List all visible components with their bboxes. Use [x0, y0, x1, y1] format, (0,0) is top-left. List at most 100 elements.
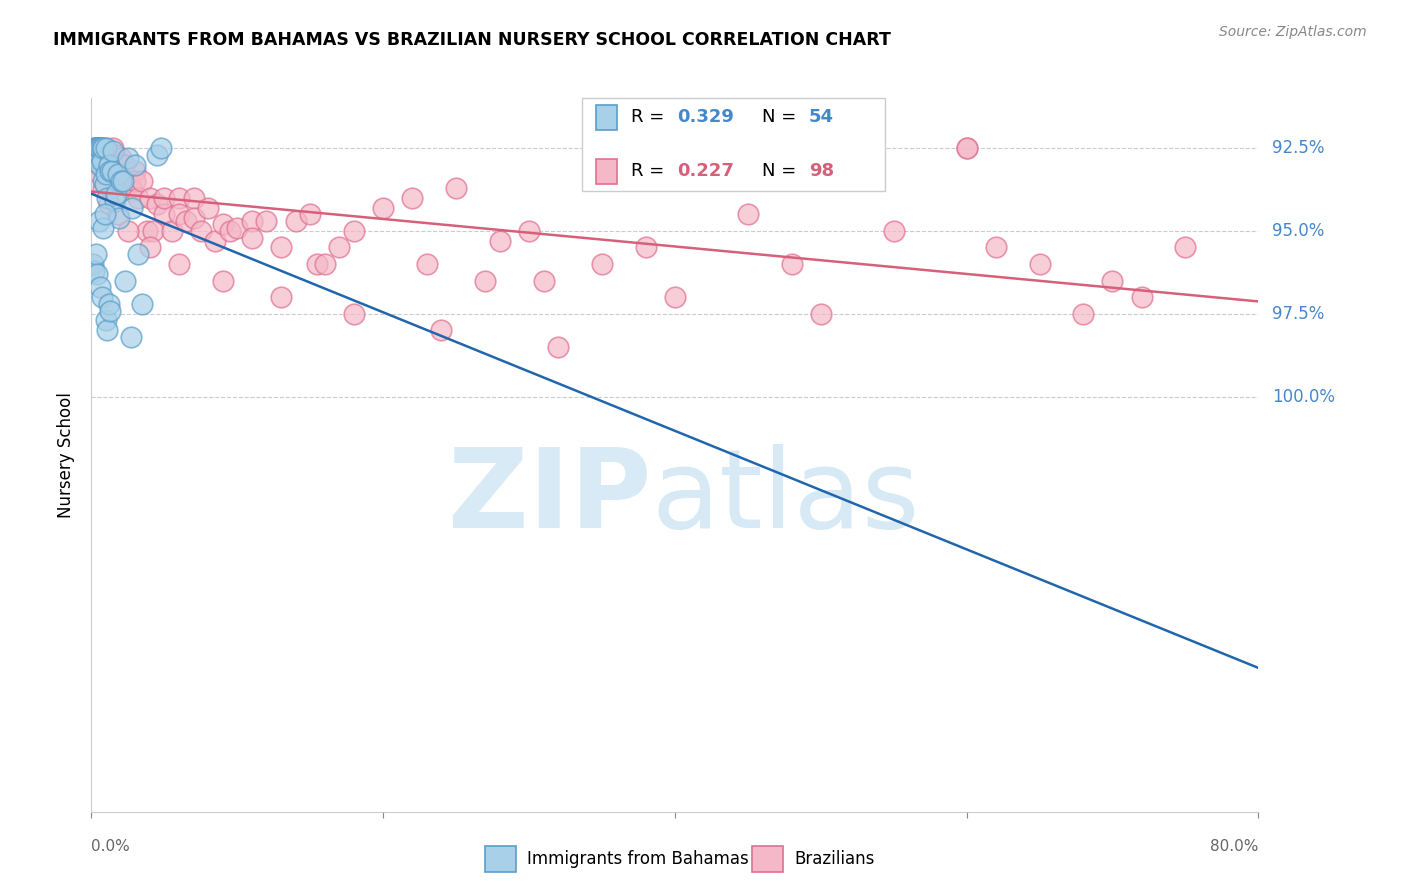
- Point: [84, 141, 107, 155]
- Point: [90, 141, 112, 155]
- Text: 0.227: 0.227: [678, 162, 734, 180]
- Point: [270, 290, 292, 304]
- Point: [93, 178, 115, 192]
- Point: [111, 164, 134, 178]
- Point: [86, 157, 108, 171]
- Point: [91, 174, 114, 188]
- Point: [105, 187, 128, 202]
- Point: [138, 191, 162, 205]
- Point: [1073, 307, 1095, 321]
- Point: [547, 340, 569, 354]
- Point: [517, 224, 540, 238]
- Point: [174, 214, 197, 228]
- Point: [120, 330, 142, 344]
- Point: [956, 141, 979, 155]
- Point: [98, 164, 121, 178]
- Point: [87, 141, 110, 155]
- Point: [124, 157, 146, 171]
- Point: [86, 267, 108, 281]
- Point: [127, 247, 149, 261]
- Point: [240, 230, 263, 244]
- Point: [314, 257, 336, 271]
- Point: [83, 141, 105, 155]
- Point: [89, 141, 111, 155]
- Point: [101, 164, 124, 178]
- Point: [87, 157, 110, 171]
- Point: [146, 147, 169, 161]
- Text: R =: R =: [630, 109, 669, 127]
- Point: [112, 174, 135, 188]
- Point: [135, 224, 157, 238]
- Point: [591, 257, 613, 271]
- Text: 95.0%: 95.0%: [1272, 222, 1324, 240]
- Point: [103, 161, 125, 175]
- Point: [97, 157, 120, 171]
- Point: [87, 214, 110, 228]
- Point: [219, 224, 242, 238]
- Point: [98, 303, 121, 318]
- Point: [489, 234, 512, 248]
- Point: [117, 174, 139, 188]
- Point: [117, 224, 139, 238]
- Point: [110, 151, 132, 165]
- Point: [84, 141, 107, 155]
- Text: IMMIGRANTS FROM BAHAMAS VS BRAZILIAN NURSERY SCHOOL CORRELATION CHART: IMMIGRANTS FROM BAHAMAS VS BRAZILIAN NUR…: [53, 31, 891, 49]
- Point: [91, 141, 114, 155]
- Point: [114, 274, 136, 288]
- Point: [93, 207, 115, 221]
- Point: [664, 290, 686, 304]
- Point: [87, 141, 110, 155]
- Point: [110, 174, 132, 188]
- Point: [240, 214, 263, 228]
- Point: [226, 220, 249, 235]
- Text: Brazilians: Brazilians: [794, 850, 875, 868]
- Point: [112, 157, 135, 171]
- Point: [956, 141, 979, 155]
- Point: [1130, 290, 1153, 304]
- Point: [183, 211, 205, 225]
- Point: [83, 141, 105, 155]
- Point: [104, 194, 127, 208]
- Point: [107, 207, 129, 221]
- Text: 54: 54: [808, 109, 834, 127]
- Point: [810, 307, 832, 321]
- Point: [533, 274, 555, 288]
- Point: [284, 214, 307, 228]
- Point: [343, 224, 366, 238]
- Text: atlas: atlas: [651, 444, 920, 551]
- Point: [105, 174, 128, 188]
- Point: [131, 297, 153, 311]
- Point: [160, 224, 183, 238]
- Text: 92.5%: 92.5%: [1272, 139, 1324, 157]
- Point: [124, 164, 146, 178]
- Point: [108, 211, 131, 225]
- Text: 100.0%: 100.0%: [1272, 388, 1336, 406]
- Point: [142, 224, 165, 238]
- Point: [167, 207, 190, 221]
- Point: [299, 207, 322, 221]
- Point: [91, 180, 114, 194]
- Text: R =: R =: [630, 162, 669, 180]
- Point: [153, 207, 176, 221]
- Point: [97, 197, 120, 211]
- Point: [108, 157, 131, 171]
- Point: [82, 154, 104, 169]
- Point: [97, 154, 120, 169]
- Point: [416, 257, 439, 271]
- Text: N =: N =: [762, 109, 803, 127]
- Point: [107, 168, 129, 182]
- Point: [124, 174, 146, 188]
- Point: [94, 157, 117, 171]
- Y-axis label: Nursery School: Nursery School: [58, 392, 76, 518]
- Point: [211, 274, 233, 288]
- Point: [84, 141, 107, 155]
- Point: [89, 280, 111, 294]
- Point: [110, 174, 132, 188]
- Point: [120, 180, 142, 194]
- Point: [474, 274, 496, 288]
- Point: [256, 214, 278, 228]
- Point: [150, 141, 173, 155]
- Point: [167, 191, 190, 205]
- FancyBboxPatch shape: [596, 105, 617, 130]
- Point: [401, 191, 423, 205]
